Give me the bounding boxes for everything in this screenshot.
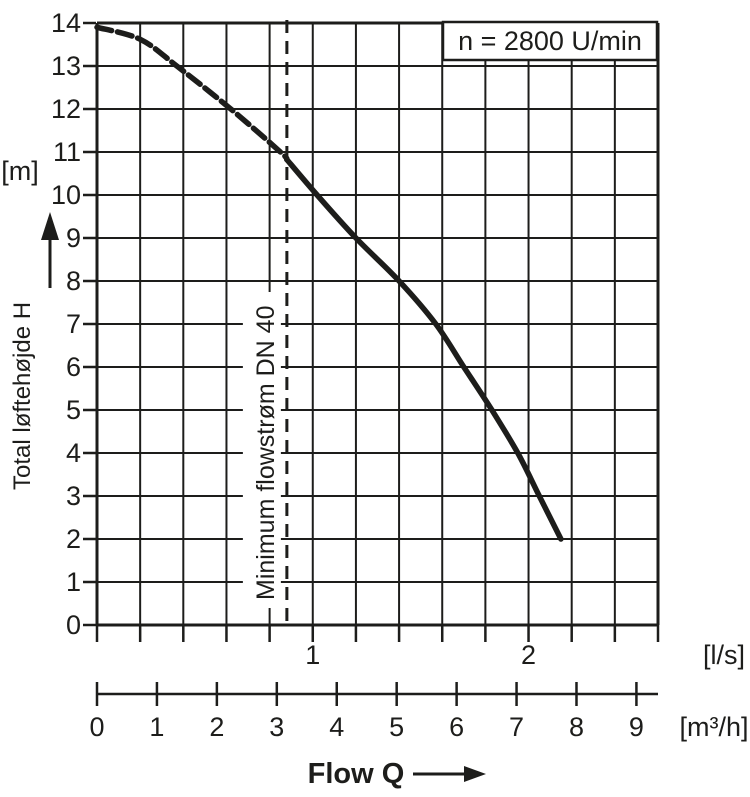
y-tick-label: 11 bbox=[53, 137, 81, 167]
y-tick-label: 14 bbox=[51, 8, 81, 38]
curve-segment-dashed bbox=[94, 24, 290, 163]
y-axis-title: Total løftehøjde H bbox=[9, 302, 36, 490]
m3h-tick-label: 6 bbox=[449, 712, 464, 742]
speed-annotation-box bbox=[441, 20, 659, 62]
m3h-tick-label: 2 bbox=[209, 712, 224, 742]
curve-segment-solid bbox=[284, 156, 564, 542]
m3h-tick-label: 3 bbox=[269, 712, 284, 742]
flow-arrow-icon bbox=[413, 766, 486, 782]
speed-annotation-text: n = 2800 U/min bbox=[458, 26, 642, 56]
y-tick-label: 5 bbox=[66, 395, 81, 425]
m3h-tick-label: 4 bbox=[329, 712, 344, 742]
y-tick-label: 12 bbox=[51, 94, 81, 124]
y-tick-label: 4 bbox=[66, 438, 81, 468]
y-tick-label: 0 bbox=[66, 610, 81, 640]
y-tick-label: 2 bbox=[66, 524, 81, 554]
m3h-tick-label: 0 bbox=[89, 712, 104, 742]
y-axis-up-arrow-icon bbox=[41, 212, 59, 288]
y-tick-label: 10 bbox=[51, 180, 81, 210]
minimum-flow-label-mask bbox=[242, 292, 281, 608]
ls-tick-label: 1 bbox=[305, 640, 320, 670]
minimum-flow-group bbox=[242, 20, 289, 625]
grid bbox=[95, 21, 660, 627]
ls-tick-label: 2 bbox=[521, 640, 536, 670]
minimum-flow-label: Minimum flowstrøm DN 40 bbox=[252, 306, 280, 600]
m3h-tick-label: 5 bbox=[389, 712, 404, 742]
m3h-tick-label: 9 bbox=[629, 712, 644, 742]
x-axis-unit-m3h: [m³/h] bbox=[679, 712, 748, 742]
y-tick-label: 7 bbox=[66, 309, 81, 339]
y-tick-label: 8 bbox=[66, 266, 81, 296]
y-axis-unit: [m] bbox=[1, 156, 39, 186]
y-tick-label: 6 bbox=[66, 352, 81, 382]
m3h-tick-label: 8 bbox=[569, 712, 584, 742]
pump-curve bbox=[94, 24, 564, 542]
x-axis-unit-ls: [l/s] bbox=[703, 640, 745, 670]
m3h-tick-label: 1 bbox=[149, 712, 164, 742]
y-tick-label: 13 bbox=[51, 51, 81, 81]
y-tick-label: 9 bbox=[66, 223, 81, 253]
m3h-tick-label: 7 bbox=[509, 712, 524, 742]
x-axis-title: Flow Q bbox=[308, 758, 405, 790]
y-tick-label: 1 bbox=[66, 567, 81, 597]
y-tick-label: 3 bbox=[66, 481, 81, 511]
